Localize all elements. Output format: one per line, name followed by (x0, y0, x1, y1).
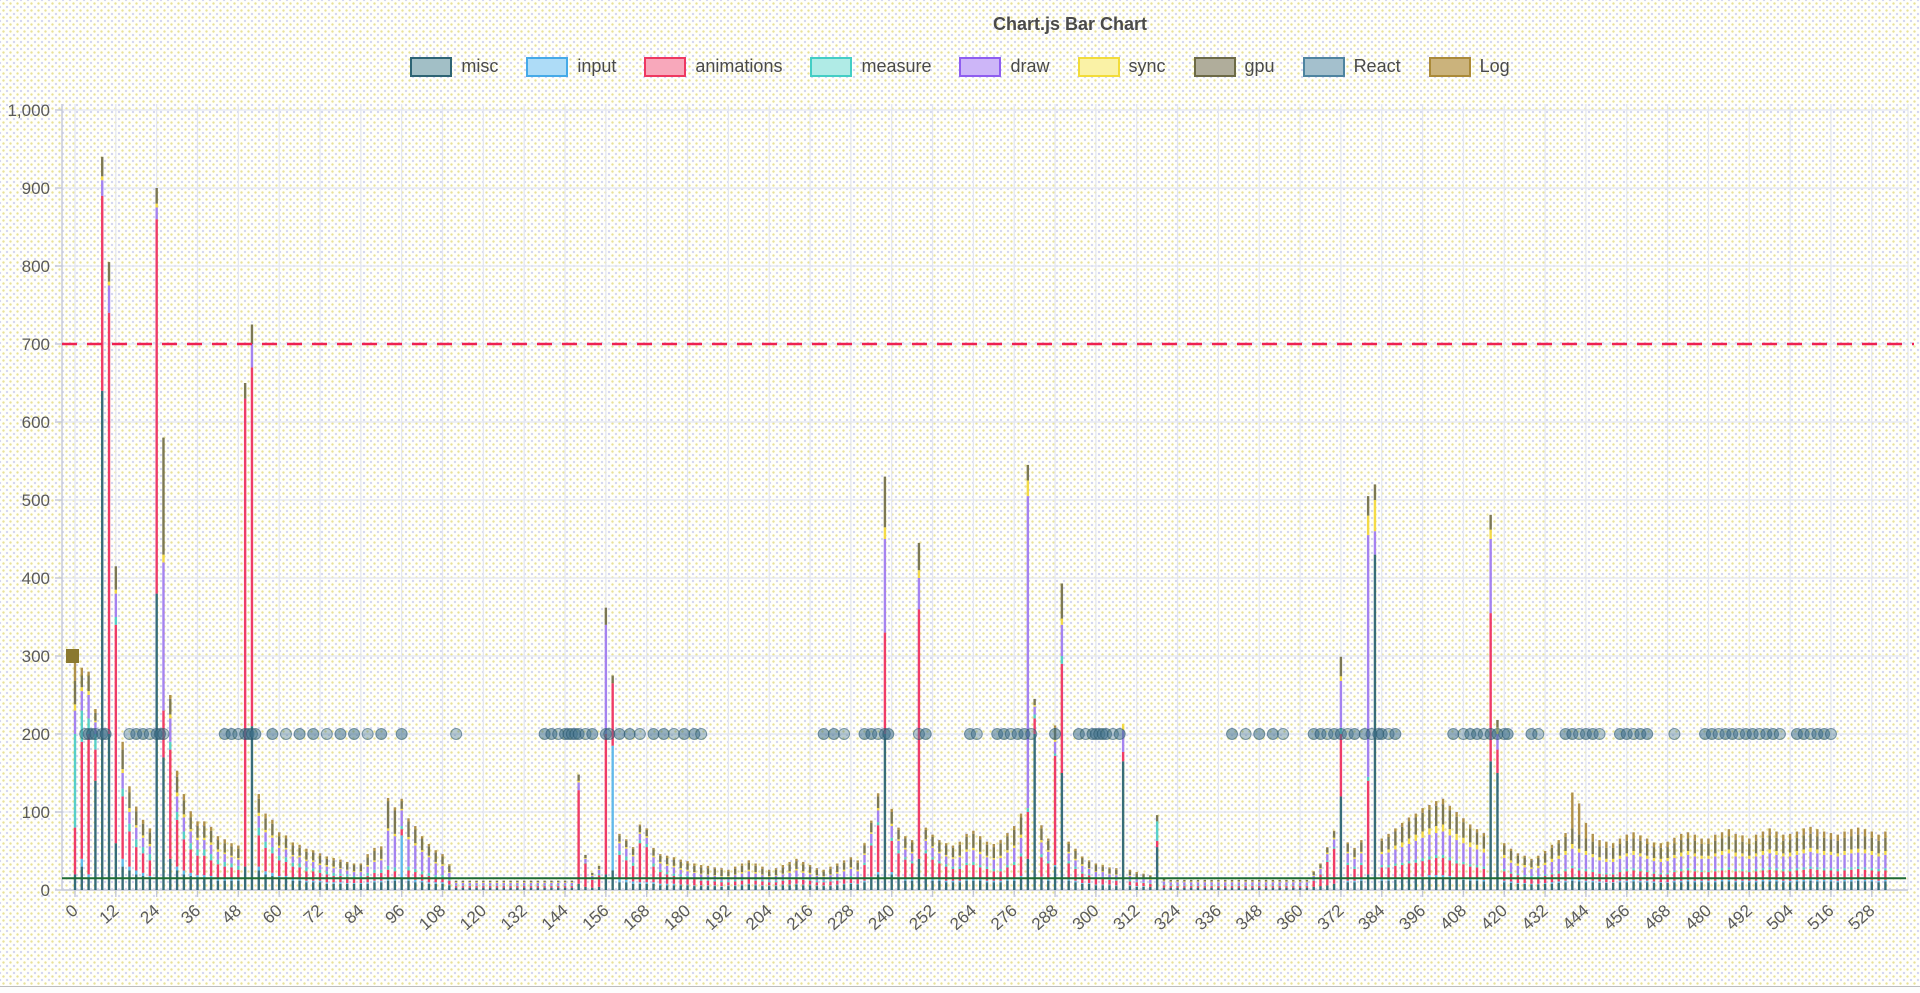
svg-text:312: 312 (1110, 901, 1144, 934)
legend-item-measure[interactable]: measure (810, 56, 931, 77)
legend-label: gpu (1244, 56, 1275, 76)
react-dots (79, 728, 1837, 740)
svg-text:60: 60 (259, 901, 286, 928)
grid (55, 104, 1909, 891)
chart-title: Chart.js Bar Chart (992, 14, 1148, 34)
svg-text:800: 800 (22, 257, 50, 276)
svg-text:0: 0 (41, 881, 50, 900)
svg-text:216: 216 (783, 901, 817, 934)
legend-swatch-measure (810, 56, 853, 77)
svg-text:192: 192 (701, 901, 735, 934)
svg-text:432: 432 (1518, 901, 1552, 934)
stacked-bars[interactable] (73, 156, 1887, 890)
svg-text:228: 228 (824, 901, 858, 934)
legend-label: misc (461, 56, 499, 76)
svg-text:348: 348 (1232, 901, 1266, 934)
page-bottom-edge (0, 986, 1920, 993)
svg-text:700: 700 (22, 335, 50, 354)
legend-swatch-gpu (1193, 56, 1236, 77)
svg-text:0: 0 (62, 901, 82, 921)
svg-text:120: 120 (456, 901, 490, 934)
legend-label: measure (861, 56, 932, 76)
legend-label: React (1353, 56, 1401, 76)
legend-swatch-misc (410, 56, 453, 77)
legend-item-input[interactable]: input (526, 56, 616, 77)
svg-text:168: 168 (620, 901, 654, 934)
svg-text:252: 252 (905, 901, 939, 934)
svg-text:444: 444 (1559, 901, 1593, 934)
legend-item-draw[interactable]: draw (959, 56, 1050, 77)
legend-label: animations (695, 56, 783, 76)
legend-swatch-log (1428, 56, 1471, 77)
svg-text:180: 180 (660, 901, 694, 934)
legend-item-sync[interactable]: sync (1077, 56, 1166, 77)
svg-text:100: 100 (22, 803, 50, 822)
legend-item-gpu[interactable]: gpu (1193, 56, 1275, 77)
legend-label: sync (1128, 56, 1166, 76)
y-axis-labels: 0 100 200 300 400 500 600 700 800 900 1,000 (7, 101, 50, 900)
svg-text:276: 276 (987, 901, 1021, 934)
legend-swatch-input (526, 56, 569, 77)
legend-swatch-sync (1077, 56, 1120, 77)
legend-swatch-animations (644, 56, 687, 77)
svg-text:600: 600 (22, 413, 50, 432)
x-axis-labels: 0 12 24 36 48 60 72 84 96 108 120 132 144 156 168 180 19… (62, 890, 1879, 934)
svg-text:516: 516 (1804, 901, 1838, 934)
svg-text:96: 96 (382, 901, 409, 928)
legend-item-misc[interactable]: misc (410, 56, 498, 77)
legend-item-react[interactable]: React (1302, 56, 1401, 77)
svg-text:240: 240 (865, 901, 899, 934)
svg-text:480: 480 (1681, 901, 1715, 934)
legend-item-animations[interactable]: animations (644, 56, 782, 77)
legend-swatch-react (1302, 56, 1345, 77)
svg-text:528: 528 (1845, 901, 1879, 934)
svg-text:300: 300 (1069, 901, 1103, 934)
svg-text:288: 288 (1028, 901, 1062, 934)
svg-text:1,000: 1,000 (7, 101, 50, 120)
svg-text:336: 336 (1191, 901, 1225, 934)
svg-text:72: 72 (300, 901, 327, 928)
svg-text:360: 360 (1273, 901, 1307, 934)
svg-text:12: 12 (96, 901, 123, 928)
legend-item-log[interactable]: Log (1428, 56, 1510, 77)
svg-text:468: 468 (1640, 901, 1674, 934)
svg-text:408: 408 (1436, 901, 1470, 934)
svg-text:456: 456 (1600, 901, 1634, 934)
svg-text:396: 396 (1395, 901, 1429, 934)
svg-text:156: 156 (579, 901, 613, 934)
svg-text:204: 204 (742, 901, 776, 934)
svg-text:264: 264 (946, 901, 980, 934)
log-point-marker (66, 649, 79, 663)
svg-text:492: 492 (1722, 901, 1756, 934)
svg-text:384: 384 (1355, 901, 1389, 934)
svg-text:84: 84 (341, 901, 368, 928)
svg-text:108: 108 (415, 901, 449, 934)
svg-text:24: 24 (137, 901, 164, 928)
svg-text:500: 500 (22, 491, 50, 510)
legend: misc input animations measure draw sync gpu Rea… (0, 56, 1920, 77)
legend-label: draw (1010, 56, 1050, 76)
svg-text:900: 900 (22, 179, 50, 198)
legend-label: input (577, 56, 617, 76)
svg-text:372: 372 (1314, 901, 1348, 934)
legend-label: Log (1479, 56, 1510, 76)
svg-text:48: 48 (218, 901, 245, 928)
svg-text:324: 324 (1150, 901, 1184, 934)
svg-text:420: 420 (1477, 901, 1511, 934)
svg-text:200: 200 (22, 725, 50, 744)
svg-text:144: 144 (538, 901, 572, 934)
svg-text:132: 132 (497, 901, 531, 934)
svg-text:300: 300 (22, 647, 50, 666)
svg-text:400: 400 (22, 569, 50, 588)
svg-text:36: 36 (177, 901, 204, 928)
legend-swatch-draw (959, 56, 1002, 77)
svg-text:504: 504 (1763, 901, 1797, 934)
